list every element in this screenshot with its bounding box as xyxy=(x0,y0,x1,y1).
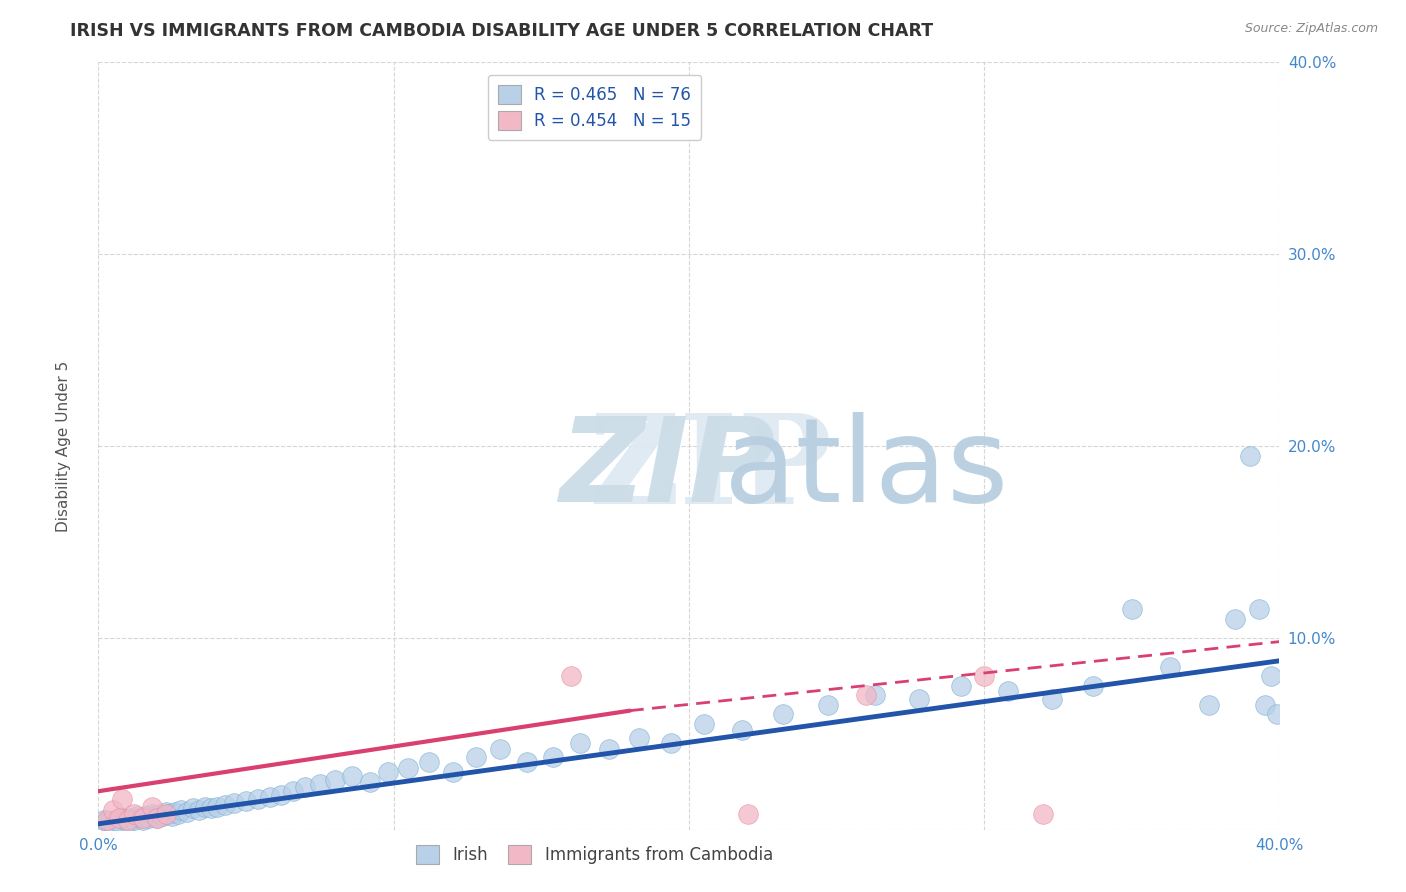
Text: IRISH VS IMMIGRANTS FROM CAMBODIA DISABILITY AGE UNDER 5 CORRELATION CHART: IRISH VS IMMIGRANTS FROM CAMBODIA DISABI… xyxy=(70,22,934,40)
Point xyxy=(205,799,228,814)
Point xyxy=(772,707,794,722)
Text: ZIP: ZIP xyxy=(589,409,832,530)
Point xyxy=(489,742,512,756)
Point xyxy=(1247,602,1270,616)
Point xyxy=(342,769,364,783)
Point xyxy=(138,811,160,825)
Point xyxy=(146,811,169,825)
Point xyxy=(93,813,115,827)
Point xyxy=(167,807,190,822)
Point xyxy=(1265,707,1288,722)
Point xyxy=(1040,692,1063,706)
Point xyxy=(627,731,650,745)
Point xyxy=(141,799,163,814)
Point xyxy=(1198,698,1220,712)
Point xyxy=(568,736,591,750)
Point xyxy=(1083,679,1105,693)
Point xyxy=(162,809,183,823)
Point xyxy=(117,814,139,829)
Point xyxy=(1260,669,1282,683)
Point xyxy=(117,813,139,827)
Point xyxy=(309,776,332,790)
Point xyxy=(103,804,125,818)
Point xyxy=(516,756,538,770)
Point xyxy=(125,809,148,823)
Point xyxy=(181,801,204,815)
Point xyxy=(863,689,886,703)
Point xyxy=(187,804,209,818)
Point xyxy=(132,811,155,825)
Point xyxy=(270,788,292,802)
Point xyxy=(122,813,145,827)
Point xyxy=(997,684,1019,698)
Point xyxy=(96,814,118,829)
Point xyxy=(359,774,381,789)
Point xyxy=(103,817,125,831)
Point xyxy=(194,799,217,814)
Point xyxy=(731,723,754,737)
Point xyxy=(908,692,931,706)
Text: Disability Age Under 5: Disability Age Under 5 xyxy=(56,360,70,532)
Point xyxy=(294,780,316,795)
Point xyxy=(817,698,839,712)
Point xyxy=(170,804,193,818)
Point xyxy=(1032,807,1054,822)
Point xyxy=(659,736,682,750)
Point xyxy=(155,805,177,820)
Point xyxy=(176,805,198,820)
Point xyxy=(105,813,128,827)
Point xyxy=(214,797,236,812)
Point xyxy=(1254,698,1277,712)
Point xyxy=(465,749,488,764)
Point xyxy=(441,765,464,780)
Point xyxy=(165,805,187,820)
Point xyxy=(1121,602,1143,616)
Point xyxy=(377,765,399,780)
Point xyxy=(135,809,157,823)
Point xyxy=(855,689,877,703)
Text: Source: ZipAtlas.com: Source: ZipAtlas.com xyxy=(1244,22,1378,36)
Point xyxy=(111,811,134,825)
Point xyxy=(235,794,257,808)
Point xyxy=(149,807,172,822)
Point xyxy=(418,756,440,770)
Point xyxy=(1239,449,1261,463)
Legend: Irish, Immigrants from Cambodia: Irish, Immigrants from Cambodia xyxy=(409,838,780,871)
Point xyxy=(157,807,180,822)
Point xyxy=(246,792,269,806)
Point xyxy=(120,811,142,825)
Point xyxy=(111,792,134,806)
Point xyxy=(1225,612,1247,626)
Point xyxy=(398,761,420,775)
Point xyxy=(737,807,759,822)
Point xyxy=(283,784,305,798)
Point xyxy=(224,796,246,810)
Point xyxy=(949,679,972,693)
Text: atlas: atlas xyxy=(724,411,1010,526)
Point xyxy=(128,811,150,825)
Point xyxy=(96,813,118,827)
Point xyxy=(973,669,995,683)
Point xyxy=(1159,659,1181,673)
Point xyxy=(141,807,163,822)
Point xyxy=(693,717,716,731)
Point xyxy=(598,742,620,756)
Point xyxy=(152,809,174,823)
Point xyxy=(200,801,222,815)
Point xyxy=(560,669,582,683)
Point xyxy=(146,811,169,825)
Point xyxy=(122,807,145,822)
Point xyxy=(259,789,281,804)
Text: ZIPatlas: ZIPatlas xyxy=(589,409,1083,530)
Point xyxy=(155,807,177,822)
Point xyxy=(108,814,131,829)
Point xyxy=(132,813,155,827)
Point xyxy=(114,813,136,827)
Point xyxy=(323,772,346,787)
Point xyxy=(108,811,131,825)
Text: ZIP: ZIP xyxy=(560,411,775,526)
Point xyxy=(98,814,121,829)
Point xyxy=(541,749,564,764)
Point xyxy=(143,809,166,823)
